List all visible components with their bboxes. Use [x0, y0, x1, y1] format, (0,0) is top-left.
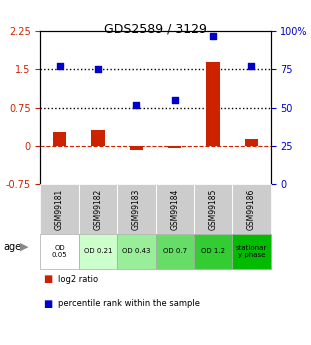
Bar	[168, 146, 181, 148]
Bar	[206, 62, 220, 146]
Bar	[40, 184, 79, 234]
Bar	[117, 234, 156, 269]
Text: ■: ■	[44, 299, 53, 308]
Text: log2 ratio: log2 ratio	[58, 275, 98, 284]
Text: GSM99181: GSM99181	[55, 188, 64, 229]
Text: ▶: ▶	[20, 242, 29, 252]
Bar	[245, 139, 258, 146]
Text: GSM99183: GSM99183	[132, 188, 141, 229]
Text: ■: ■	[44, 275, 53, 284]
Text: OD 0.43: OD 0.43	[122, 248, 151, 254]
Text: percentile rank within the sample: percentile rank within the sample	[58, 299, 200, 308]
Bar	[117, 184, 156, 234]
Text: OD
0.05: OD 0.05	[52, 245, 67, 258]
Bar	[194, 234, 232, 269]
Bar	[194, 184, 232, 234]
Bar	[79, 234, 117, 269]
Text: age: age	[3, 242, 21, 252]
Text: OD 1.2: OD 1.2	[201, 248, 225, 254]
Bar	[232, 184, 271, 234]
Bar	[156, 234, 194, 269]
Point	[95, 67, 100, 72]
Text: GSM99186: GSM99186	[247, 188, 256, 229]
Point	[249, 63, 254, 69]
Text: GSM99184: GSM99184	[170, 188, 179, 229]
Point	[134, 102, 139, 107]
Bar	[53, 132, 66, 146]
Text: GSM99185: GSM99185	[209, 188, 217, 229]
Bar	[40, 234, 79, 269]
Point	[57, 63, 62, 69]
Text: stationar
y phase: stationar y phase	[236, 245, 267, 258]
Text: GSM99182: GSM99182	[94, 188, 102, 229]
Bar	[232, 234, 271, 269]
Point	[172, 97, 177, 103]
Text: OD 0.21: OD 0.21	[84, 248, 112, 254]
Text: OD 0.7: OD 0.7	[163, 248, 187, 254]
Point	[211, 33, 216, 38]
Bar	[130, 146, 143, 150]
Bar	[91, 130, 105, 146]
Bar	[79, 184, 117, 234]
Text: GDS2589 / 3129: GDS2589 / 3129	[104, 22, 207, 36]
Bar	[156, 184, 194, 234]
